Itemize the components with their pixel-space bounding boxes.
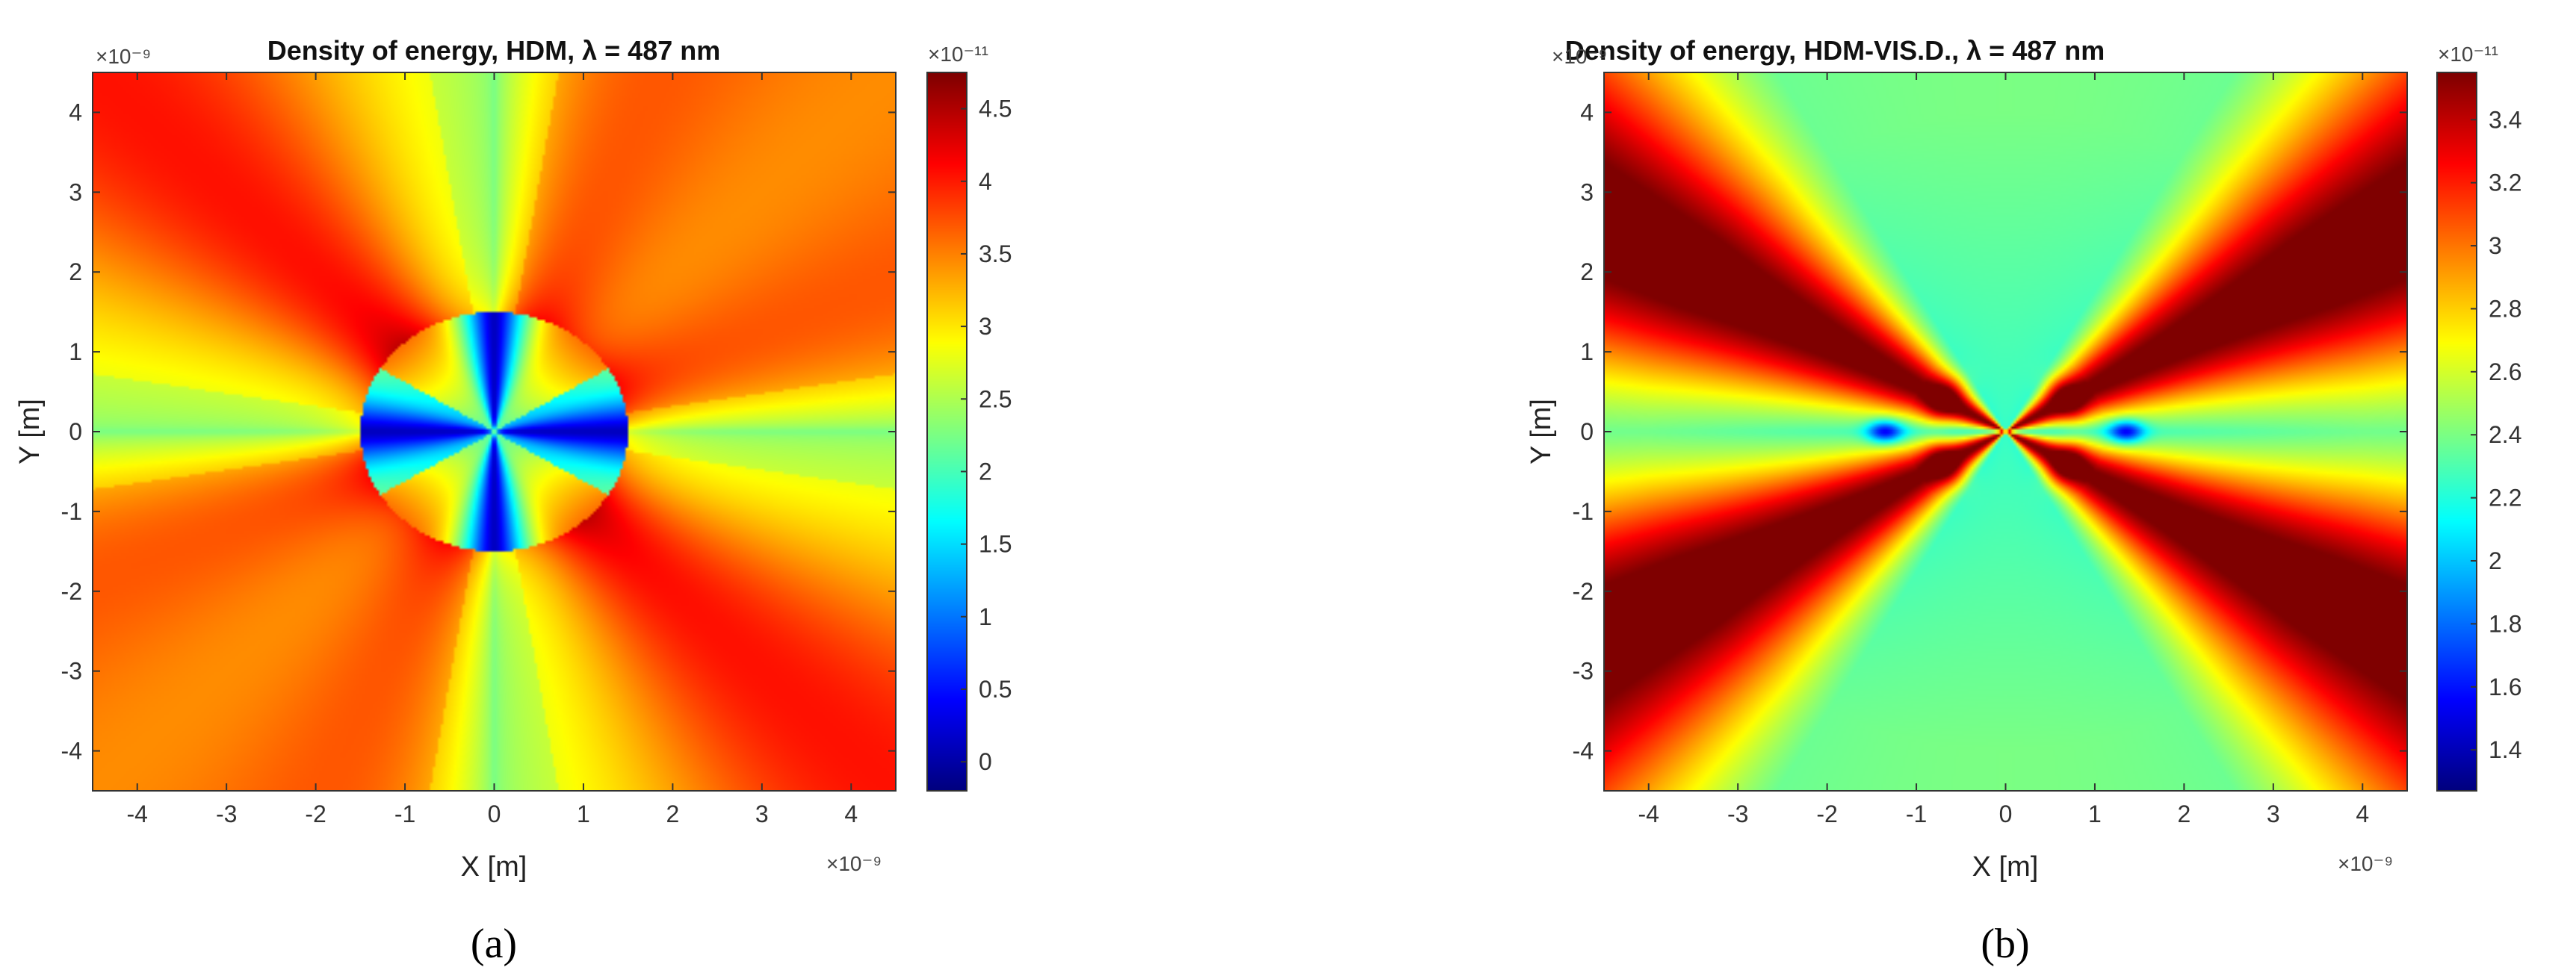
y-tick-label: -4 (1573, 738, 1594, 765)
panel-b-heatmap (1604, 72, 2407, 791)
colorbar-tick-label: 0.5 (979, 676, 1012, 703)
x-tick-label: 1 (2088, 801, 2102, 827)
x-tick-label: -2 (1816, 801, 1837, 827)
colorbar-tick-label: 3.2 (2489, 170, 2521, 196)
colorbar-tick-label: 2 (979, 458, 992, 485)
colorbar-tick-label: 1.4 (2489, 736, 2521, 763)
panel-b: Density of energy, HDM-VIS.D., λ = 487 n… (1526, 35, 2521, 883)
panel-a-colorbar-axis: 4.5 4 3.5 3 2.5 2 1.5 1 0.5 0 (961, 96, 1012, 775)
y-tick-label: 0 (69, 418, 82, 445)
panel-b-colorbar (2437, 72, 2477, 791)
x-tick-label: 4 (844, 801, 858, 827)
y-tick-label: 2 (1580, 258, 1594, 285)
y-tick-label: -4 (61, 738, 82, 765)
colorbar-tick-label: 1 (979, 603, 992, 630)
panel-a-y-axis-label: Y [m] (14, 399, 46, 464)
y-tick-label: 2 (69, 258, 82, 285)
panel-b-x-axis-label: X [m] (1972, 851, 2039, 883)
x-tick-label: 3 (755, 801, 769, 827)
colorbar-tick-label: 4 (979, 168, 992, 195)
x-tick-label: -1 (1906, 801, 1927, 827)
x-tick-label: 0 (1999, 801, 2013, 827)
y-tick-label: -3 (1573, 658, 1594, 685)
panel-a-x-axis-label: X [m] (461, 851, 527, 883)
x-tick-label: -2 (305, 801, 326, 827)
colorbar-tick-label: 3.5 (979, 240, 1012, 267)
panel-b-x-exponent: ×10⁻⁹ (2338, 852, 2393, 875)
panel-a-colorbar-exponent: ×10⁻¹¹ (928, 43, 988, 66)
colorbar-tick-label: 2 (2489, 547, 2502, 574)
panel-a-title: Density of energy, HDM, λ = 487 nm (267, 35, 721, 66)
x-tick-label: -3 (216, 801, 237, 827)
y-tick-label: -2 (61, 578, 82, 605)
panel-b-colorbar-exponent: ×10⁻¹¹ (2438, 43, 2498, 66)
x-tick-label: 1 (577, 801, 590, 827)
panel-a-colorbar-frame (926, 72, 967, 792)
x-tick-label: -3 (1727, 801, 1748, 827)
panel-a-axes: -4 -3 -2 -1 0 1 2 3 4 4 3 2 1 0 -1 -2 -3 -4 (61, 72, 896, 827)
x-tick-label: 0 (488, 801, 501, 827)
panel-b-y-axis-label: Y [m] (1526, 399, 1557, 464)
colorbar-tick-label: 3.4 (2489, 106, 2521, 133)
y-tick-label: 0 (1580, 418, 1594, 445)
y-tick-label: 4 (1580, 99, 1594, 125)
colorbar-tick-label: 4.5 (979, 96, 1012, 122)
x-tick-label: 2 (666, 801, 679, 827)
y-tick-label: -1 (1573, 498, 1594, 525)
y-tick-label: -3 (61, 658, 82, 685)
colorbar-tick-label: 1.8 (2489, 610, 2521, 637)
y-tick-label: -1 (61, 498, 82, 525)
caption-b: (b) (1981, 921, 2029, 967)
x-tick-label: 3 (2267, 801, 2280, 827)
x-tick-label: 2 (2177, 801, 2190, 827)
y-tick-label: 3 (1580, 178, 1594, 205)
panel-a-x-exponent: ×10⁻⁹ (826, 852, 882, 875)
y-tick-label: 3 (69, 178, 82, 205)
y-tick-label: 1 (69, 338, 82, 365)
x-tick-label: -4 (1638, 801, 1659, 827)
x-tick-label: -4 (126, 801, 147, 827)
colorbar-tick-label: 0 (979, 748, 992, 775)
colorbar-tick-label: 3 (979, 313, 992, 340)
panel-a-y-exponent: ×10⁻⁹ (96, 45, 151, 68)
colorbar-tick-label: 2.8 (2489, 295, 2521, 322)
caption-a: (a) (471, 921, 517, 967)
y-tick-label: 4 (69, 99, 82, 125)
panel-b-colorbar-frame (2436, 72, 2477, 792)
panel-a-colorbar (927, 72, 967, 791)
colorbar-tick-label: 1.6 (2489, 674, 2521, 700)
colorbar-tick-label: 2.4 (2489, 421, 2521, 448)
colorbar-tick-label: 2.2 (2489, 485, 2521, 512)
panel-b-axes: -4 -3 -2 -1 0 1 2 3 4 4 3 2 1 0 -1 -2 -3 -4 (1573, 72, 2407, 827)
panel-a-heatmap (93, 72, 896, 791)
y-tick-label: -2 (1573, 578, 1594, 605)
x-tick-label: 4 (2356, 801, 2369, 827)
colorbar-tick-label: 2.5 (979, 385, 1012, 412)
x-tick-label: -1 (394, 801, 415, 827)
y-tick-label: 1 (1580, 338, 1594, 365)
panel-b-y-exponent: ×10⁻⁹ (1552, 45, 1607, 68)
panel-b-colorbar-axis: 3.4 3.2 3 2.8 2.6 2.4 2.2 2 1.8 1.6 1.4 (2471, 106, 2521, 763)
panel-a: Density of energy, HDM, λ = 487 nm ×10⁻⁹… (14, 35, 1012, 883)
colorbar-tick-label: 3 (2489, 232, 2502, 259)
panel-b-title: Density of energy, HDM-VIS.D., λ = 487 n… (1565, 35, 2105, 66)
colorbar-tick-label: 2.6 (2489, 358, 2521, 385)
colorbar-tick-label: 1.5 (979, 531, 1012, 558)
